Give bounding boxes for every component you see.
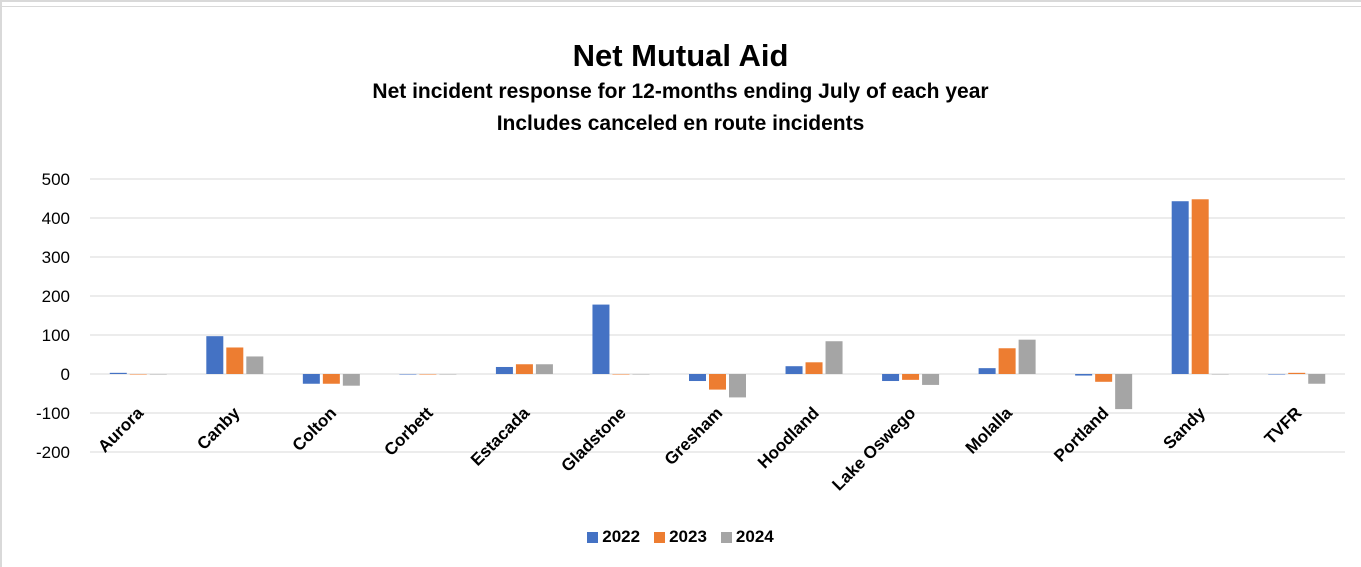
- bar-2023-gladstone: [612, 374, 630, 375]
- x-tick-label: Canby: [193, 403, 244, 454]
- bar-2024-sandy: [1211, 374, 1229, 375]
- y-tick-label: 100: [42, 326, 70, 345]
- legend-label-2022: 2022: [602, 527, 641, 546]
- y-tick-label: 500: [42, 170, 70, 189]
- bar-2024-corbett: [439, 374, 457, 375]
- x-tick-label: Aurora: [94, 403, 147, 456]
- bar-2023-molalla: [998, 348, 1016, 374]
- legend-item-2023: 2023: [654, 527, 707, 547]
- bar-2023-hoodland: [805, 362, 823, 374]
- bar-2023-aurora: [129, 374, 147, 375]
- bar-2022-aurora: [109, 372, 127, 374]
- bar-2023-tvfr: [1288, 372, 1306, 374]
- bar-2024-colton: [342, 374, 360, 386]
- bar-2023-sandy: [1191, 199, 1209, 374]
- y-tick-label: 400: [42, 209, 70, 228]
- bar-2023-estacada: [515, 364, 533, 374]
- bar-2022-gladstone: [592, 304, 610, 374]
- x-tick-label: Hoodland: [754, 403, 823, 472]
- x-tick-label: Molalla: [962, 403, 1017, 458]
- bar-2023-portland: [1095, 374, 1113, 382]
- x-tick-label: Sandy: [1160, 403, 1210, 453]
- bar-2022-lake-oswego: [882, 374, 900, 382]
- chart-legend: 2022 2023 2024: [0, 527, 1361, 547]
- bar-2024-portland: [1115, 374, 1133, 410]
- y-tick-label: -100: [36, 404, 70, 423]
- legend-swatch-2023: [654, 531, 666, 543]
- y-tick-label: 0: [61, 365, 70, 384]
- chart-subtitle-line-2: Includes canceled en route incidents: [496, 112, 865, 135]
- bar-2023-gresham: [709, 374, 726, 390]
- bar-2023-canby: [226, 347, 244, 374]
- bar-2022-corbett: [399, 374, 417, 375]
- bar-2024-aurora: [149, 374, 167, 375]
- chart-subtitle-line-1: Net incident response for 12-months endi…: [372, 80, 989, 103]
- legend-label-2024: 2024: [735, 527, 774, 546]
- x-tick-label: Lake Oswego: [828, 403, 919, 494]
- bar-2024-estacada: [535, 364, 553, 374]
- legend-item-2024: 2024: [720, 527, 774, 547]
- bar-2022-gresham: [689, 374, 706, 382]
- bar-2023-colton: [322, 374, 340, 384]
- bar-2022-tvfr: [1268, 374, 1286, 375]
- legend-swatch-2022: [587, 531, 599, 543]
- bar-2024-tvfr: [1308, 374, 1326, 384]
- bar-2024-canby: [246, 356, 264, 374]
- x-tick-label: TVFR: [1261, 403, 1306, 448]
- legend-label-2023: 2023: [669, 527, 707, 546]
- bar-2022-estacada: [495, 366, 513, 374]
- y-tick-label: -200: [36, 443, 70, 462]
- bar-2022-molalla: [978, 368, 996, 374]
- chart-titles: Net Mutual Aid Net incident response for…: [0, 36, 1361, 140]
- bar-2024-hoodland: [825, 341, 843, 374]
- bar-2024-gladstone: [632, 374, 650, 375]
- x-tick-label: Colton: [289, 403, 340, 454]
- bar-2022-canby: [206, 336, 224, 374]
- chart-title: Net Mutual Aid: [572, 38, 789, 73]
- bar-2024-lake-oswego: [922, 374, 940, 385]
- top-divider: [0, 6, 1361, 7]
- bar-2022-sandy: [1171, 201, 1189, 374]
- bar-2022-hoodland: [785, 366, 803, 374]
- x-tick-label: Gladstone: [558, 403, 630, 475]
- bar-2024-gresham: [729, 374, 746, 398]
- bar-2024-molalla: [1018, 339, 1036, 374]
- legend-item-2022: 2022: [587, 527, 640, 547]
- legend-swatch-2024: [720, 531, 732, 543]
- x-tick-label: Corbett: [381, 403, 437, 459]
- bar-2023-corbett: [419, 374, 437, 375]
- bar-2022-portland: [1075, 374, 1093, 376]
- y-tick-label: 200: [42, 287, 70, 306]
- bar-2023-lake-oswego: [902, 374, 920, 380]
- bar-2022-colton: [302, 374, 320, 384]
- y-tick-label: 300: [42, 248, 70, 267]
